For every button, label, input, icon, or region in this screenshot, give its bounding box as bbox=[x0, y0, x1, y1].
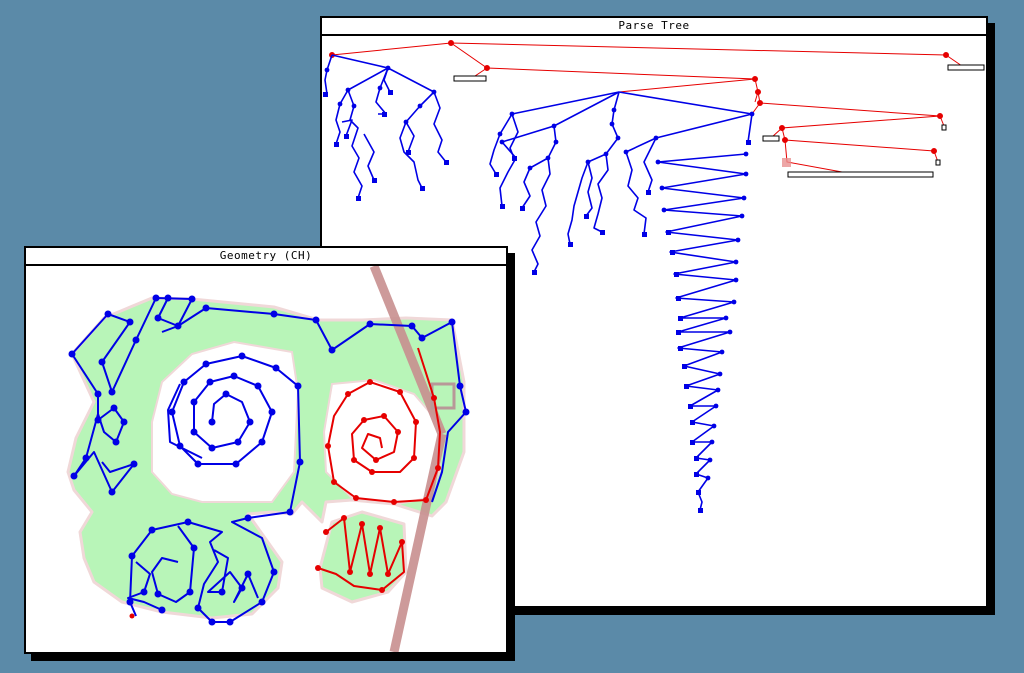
geometry-title: Geometry (CH) bbox=[219, 249, 313, 262]
tree-leaf-box bbox=[935, 159, 941, 166]
tree-leaf-box bbox=[947, 64, 985, 71]
tree-selection-marker bbox=[782, 158, 791, 167]
tree-leaf-box bbox=[453, 75, 487, 82]
geometry-canvas[interactable] bbox=[26, 266, 506, 652]
parse-tree-title: Parse Tree bbox=[618, 19, 690, 32]
tree-nodes-blue bbox=[324, 65, 755, 481]
tree-leaf-box bbox=[762, 135, 780, 142]
geometry-titlebar[interactable]: Geometry (CH) bbox=[26, 248, 506, 266]
parse-tree-titlebar[interactable]: Parse Tree bbox=[322, 18, 986, 36]
tree-leaf-box bbox=[787, 171, 934, 178]
geometry-points-red bbox=[129, 379, 441, 619]
cut-line bbox=[389, 433, 447, 652]
tree-backbone-red bbox=[329, 40, 963, 173]
parse-tree-canvas[interactable] bbox=[322, 36, 986, 606]
tree-leaf-box bbox=[941, 124, 947, 131]
tree-leaves-blue bbox=[323, 90, 751, 513]
geometry-window: Geometry (CH) bbox=[24, 246, 508, 654]
geometry-points-blue bbox=[68, 294, 470, 626]
